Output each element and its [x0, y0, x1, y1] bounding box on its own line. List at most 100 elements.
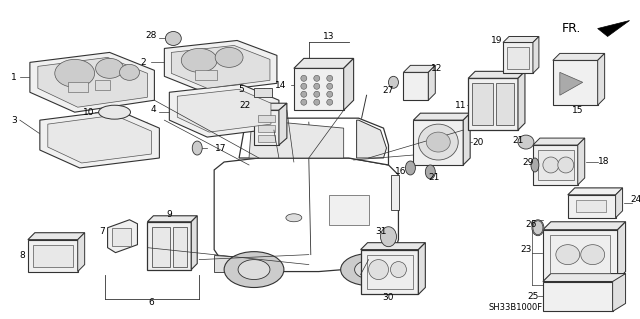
Ellipse shape	[419, 124, 458, 160]
Polygon shape	[553, 53, 605, 60]
Text: 30: 30	[383, 293, 394, 302]
Polygon shape	[38, 57, 147, 107]
Polygon shape	[419, 243, 426, 294]
Polygon shape	[503, 36, 539, 42]
Text: 24: 24	[630, 195, 640, 204]
Text: 29: 29	[522, 159, 534, 167]
Polygon shape	[616, 188, 623, 218]
Ellipse shape	[405, 161, 415, 175]
Text: 20: 20	[472, 137, 484, 146]
Polygon shape	[533, 138, 585, 145]
Bar	[329, 195, 369, 225]
Text: 6: 6	[148, 298, 154, 307]
Text: 1: 1	[11, 73, 17, 82]
Bar	[550, 235, 610, 272]
Polygon shape	[543, 282, 612, 311]
Ellipse shape	[301, 99, 307, 105]
Ellipse shape	[181, 48, 217, 72]
Text: 14: 14	[275, 81, 287, 90]
Ellipse shape	[301, 91, 307, 97]
Polygon shape	[413, 113, 470, 120]
Ellipse shape	[327, 99, 333, 105]
Polygon shape	[578, 138, 585, 185]
Text: 12: 12	[431, 64, 442, 73]
Polygon shape	[40, 110, 159, 168]
Ellipse shape	[355, 261, 383, 278]
Text: 8: 8	[19, 251, 25, 260]
Text: 11: 11	[456, 101, 467, 110]
Ellipse shape	[238, 260, 270, 279]
Polygon shape	[254, 110, 279, 145]
Ellipse shape	[369, 260, 388, 279]
Text: 27: 27	[383, 86, 394, 95]
Text: 25: 25	[527, 292, 539, 301]
Polygon shape	[533, 145, 578, 185]
Text: 9: 9	[166, 210, 172, 219]
Text: 7: 7	[99, 227, 104, 236]
Text: 17: 17	[216, 144, 227, 152]
Ellipse shape	[543, 157, 559, 173]
Polygon shape	[413, 120, 463, 165]
Text: 22: 22	[239, 101, 251, 110]
Ellipse shape	[327, 75, 333, 81]
Polygon shape	[560, 72, 583, 95]
Ellipse shape	[192, 141, 202, 155]
Polygon shape	[518, 71, 525, 130]
Polygon shape	[468, 78, 518, 130]
Ellipse shape	[99, 105, 131, 119]
Bar	[538, 150, 574, 180]
Polygon shape	[28, 233, 84, 240]
Polygon shape	[147, 216, 197, 222]
Ellipse shape	[215, 48, 243, 67]
Ellipse shape	[314, 99, 320, 105]
Text: 15: 15	[572, 106, 584, 115]
Bar	[111, 228, 131, 246]
Polygon shape	[543, 274, 625, 282]
Text: 18: 18	[598, 158, 609, 167]
Polygon shape	[618, 222, 625, 279]
Polygon shape	[356, 120, 387, 158]
Bar	[195, 70, 217, 80]
Polygon shape	[543, 222, 625, 230]
Bar	[258, 115, 275, 122]
Polygon shape	[191, 216, 197, 270]
Ellipse shape	[120, 64, 140, 80]
Polygon shape	[214, 158, 399, 271]
Polygon shape	[294, 58, 354, 68]
Ellipse shape	[301, 83, 307, 89]
Bar	[392, 175, 399, 210]
Polygon shape	[598, 53, 605, 105]
Polygon shape	[360, 243, 426, 250]
Text: 16: 16	[395, 167, 406, 176]
Ellipse shape	[327, 91, 333, 97]
Polygon shape	[177, 89, 271, 132]
Bar	[258, 125, 275, 132]
Ellipse shape	[580, 245, 605, 264]
Text: 2: 2	[141, 58, 147, 67]
Ellipse shape	[340, 254, 396, 286]
Bar	[472, 83, 493, 125]
Text: 5: 5	[238, 85, 244, 94]
Bar	[576, 200, 605, 212]
Text: 31: 31	[376, 227, 387, 236]
Bar	[254, 88, 272, 97]
Polygon shape	[344, 58, 354, 110]
Polygon shape	[598, 20, 630, 36]
Polygon shape	[360, 250, 419, 294]
Ellipse shape	[426, 165, 435, 179]
Polygon shape	[108, 220, 138, 253]
Polygon shape	[568, 195, 616, 218]
Bar	[496, 83, 514, 125]
Text: 13: 13	[323, 32, 335, 41]
Polygon shape	[147, 222, 191, 270]
Text: 21: 21	[512, 136, 524, 145]
Bar	[258, 135, 275, 142]
Ellipse shape	[286, 214, 302, 222]
Text: 28: 28	[146, 31, 157, 40]
Ellipse shape	[558, 157, 574, 173]
Ellipse shape	[388, 76, 399, 88]
Polygon shape	[468, 71, 525, 78]
Ellipse shape	[55, 59, 95, 87]
Ellipse shape	[518, 135, 534, 149]
Ellipse shape	[301, 75, 307, 81]
